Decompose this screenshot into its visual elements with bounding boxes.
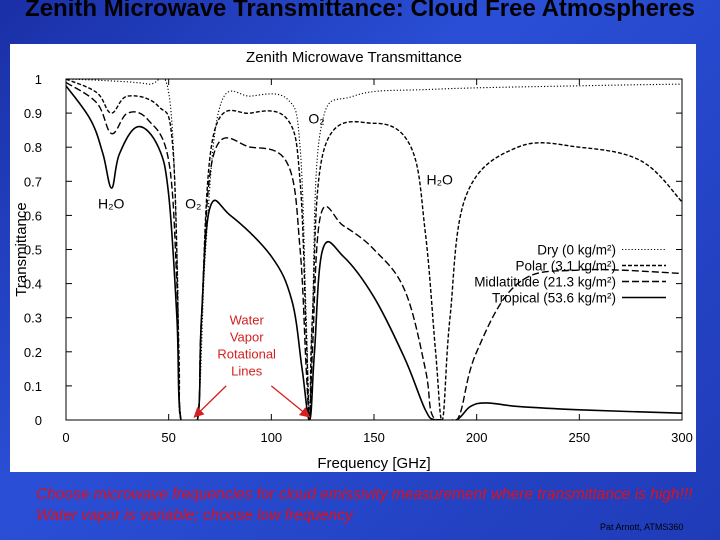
y-tick-label: 1 [35, 72, 42, 87]
slide-caption: Choose microwave frequencies for cloud e… [36, 486, 693, 524]
annotation-text-line: Vapor [230, 330, 264, 345]
y-tick-label: 0.2 [24, 345, 42, 360]
legend-label: Polar (3.1 kg/m²) [515, 259, 616, 274]
annotation-group: H₂O O₂ O₂ H₂O Water Vapor Rotational Lines [98, 110, 453, 418]
x-axis: 0 50 100 150 200 250 300 [62, 79, 693, 445]
y-tick-label: 0 [35, 413, 42, 428]
transmittance-chart: Zenith Microwave Transmittance 0 0.1 0.2 0.… [13, 49, 693, 472]
y-tick-label: 0.5 [24, 243, 42, 258]
x-tick-label: 150 [363, 430, 385, 445]
y-axis-label: Transmittance [13, 202, 30, 296]
x-tick-label: 100 [260, 430, 282, 445]
series-line-tropical [66, 85, 682, 420]
x-tick-label: 250 [568, 430, 590, 445]
credit-text: Pat Arnott, ATMS360 [600, 522, 684, 532]
gas-label: H₂O [98, 196, 125, 212]
legend: Dry (0 kg/m²)Polar (3.1 kg/m²)Midlatitud… [474, 243, 666, 306]
legend-label: Tropical (53.6 kg/m²) [492, 291, 616, 306]
annotation-text-line: Lines [231, 364, 263, 379]
y-tick-label: 0.8 [24, 140, 42, 155]
annotation-text-line: Water [230, 313, 265, 328]
x-tick-label: 300 [671, 430, 693, 445]
x-axis-label: Frequency [GHz] [317, 455, 430, 472]
gas-label: O₂ [185, 196, 201, 212]
slide-title: Zenith Microwave Transmittance: Cloud Fr… [25, 0, 695, 22]
series-line-midlatitude [66, 81, 682, 420]
y-tick-label: 0.9 [24, 106, 42, 121]
annotation-arrow [193, 385, 227, 418]
y-tick-label: 0.7 [24, 174, 42, 189]
y-tick-label: 0.1 [24, 379, 42, 394]
x-tick-label: 0 [62, 430, 69, 445]
y-tick-label: 0.6 [24, 208, 42, 223]
legend-label: Midlatitude (21.3 kg/m²) [474, 275, 616, 290]
y-tick-label: 0.3 [24, 311, 42, 326]
series-group [66, 79, 682, 420]
gas-label: H₂O [426, 172, 453, 188]
series-line-polar [66, 79, 682, 420]
y-axis: 0 0.1 0.2 0.3 0.4 0.5 0.6 0.7 0.8 0.9 1 [24, 72, 682, 428]
legend-label: Dry (0 kg/m²) [537, 243, 616, 258]
annotation-arrow [270, 385, 311, 418]
chart-title: Zenith Microwave Transmittance [246, 49, 462, 66]
annotation-text-line: Rotational [217, 347, 276, 362]
plot-panel: Zenith Microwave Transmittance 0 0.1 0.2 0.… [10, 44, 696, 472]
gas-label: O₂ [308, 110, 324, 126]
x-tick-label: 200 [466, 430, 488, 445]
y-tick-label: 0.4 [24, 277, 42, 292]
x-tick-label: 50 [161, 430, 175, 445]
